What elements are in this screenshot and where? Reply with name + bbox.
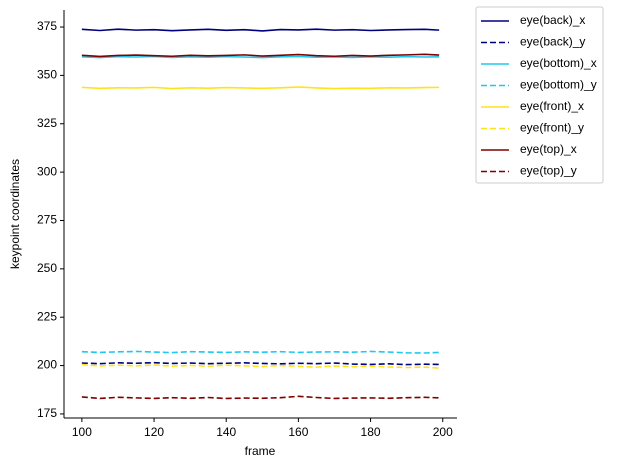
y-tick-label: 250 xyxy=(37,261,57,275)
x-tick-label: 160 xyxy=(288,425,308,439)
legend-label: eye(back)_y xyxy=(520,35,585,49)
series-line xyxy=(81,350,440,354)
x-tick-label: 100 xyxy=(72,425,92,439)
y-tick-label: 175 xyxy=(37,406,57,420)
x-axis-label: frame xyxy=(245,444,276,458)
series-line xyxy=(81,395,440,400)
legend-label: eye(bottom)_y xyxy=(520,78,597,92)
y-tick-label: 275 xyxy=(37,213,57,227)
series-line xyxy=(81,363,440,369)
x-tick-label: 140 xyxy=(216,425,236,439)
y-tick-label: 225 xyxy=(37,309,57,323)
series-line xyxy=(81,53,440,58)
series-line xyxy=(81,361,440,366)
series-line xyxy=(81,86,440,90)
y-tick-label: 350 xyxy=(37,68,57,82)
x-tick-label: 120 xyxy=(144,425,164,439)
legend-box xyxy=(475,6,604,184)
y-axis-label: keypoint coordinates xyxy=(8,159,22,269)
x-tick-label: 180 xyxy=(361,425,381,439)
series-line xyxy=(81,28,440,32)
legend-label: eye(top)_x xyxy=(520,142,577,156)
y-tick-label: 375 xyxy=(37,19,57,33)
legend-label: eye(bottom)_x xyxy=(520,56,597,70)
x-tick-label: 200 xyxy=(433,425,453,439)
legend-label: eye(front)_y xyxy=(520,121,584,135)
legend-label: eye(front)_x xyxy=(520,99,584,113)
legend-label: eye(top)_y xyxy=(520,164,577,178)
legend-label: eye(back)_x xyxy=(520,13,585,27)
y-tick-label: 300 xyxy=(37,164,57,178)
y-tick-label: 200 xyxy=(37,358,57,372)
series-line xyxy=(81,55,440,59)
y-tick-label: 325 xyxy=(37,116,57,130)
